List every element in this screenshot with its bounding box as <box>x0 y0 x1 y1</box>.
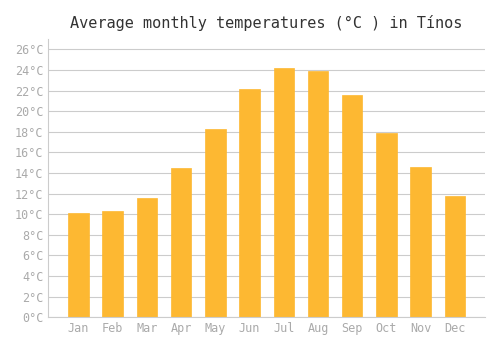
Bar <box>376 133 396 317</box>
Bar <box>308 71 328 317</box>
Bar <box>444 196 465 317</box>
Bar <box>410 167 431 317</box>
Title: Average monthly temperatures (°C ) in Tínos: Average monthly temperatures (°C ) in Tí… <box>70 15 463 31</box>
Bar <box>136 198 157 317</box>
Bar <box>240 89 260 317</box>
Bar <box>171 168 192 317</box>
Bar <box>205 129 226 317</box>
Bar <box>274 68 294 317</box>
Bar <box>68 213 88 317</box>
Bar <box>342 95 362 317</box>
Bar <box>102 211 123 317</box>
